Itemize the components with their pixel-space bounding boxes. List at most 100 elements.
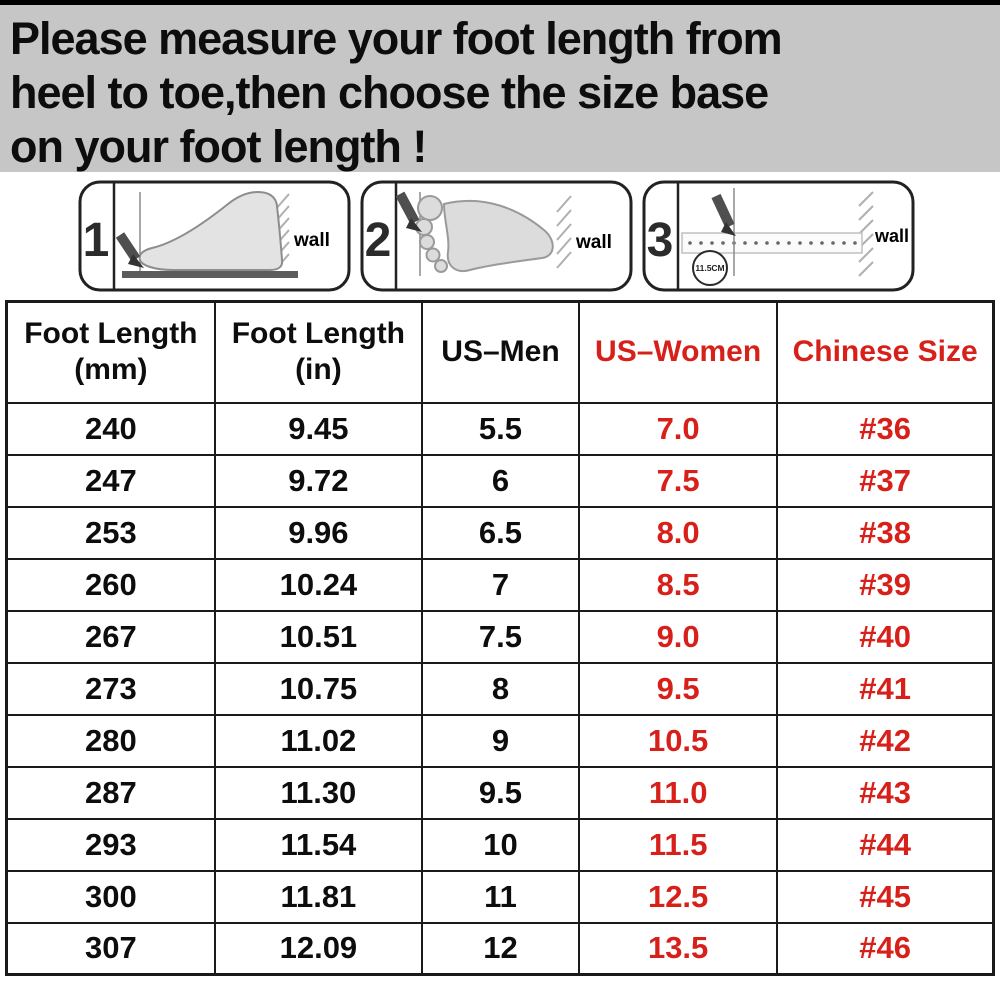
instruction-banner: Please measure your foot length from hee…: [0, 5, 1000, 172]
size-cell: #36: [776, 401, 995, 456]
size-cell: 253: [5, 505, 216, 560]
step3-ruler-illustration: 3 11.: [642, 180, 915, 292]
size-cell: 9.0: [577, 609, 779, 664]
top-border: [0, 0, 1000, 5]
step3-number: 3: [647, 214, 674, 267]
measurement-steps: 1 wall 2: [0, 172, 1000, 300]
size-cell: 6: [421, 453, 580, 508]
size-cell: 10.51: [213, 609, 424, 664]
ruler-icon: [681, 232, 863, 254]
header-row: Foot Length (mm) Foot Length (in) US–Men…: [5, 300, 995, 404]
table-row: 267 10.51 7.5 9.0 #40: [5, 609, 995, 664]
size-cell: 9.96: [213, 505, 424, 560]
size-cell: 11.54: [213, 817, 424, 872]
wall-label: wall: [575, 232, 612, 253]
size-cell: 7: [421, 557, 580, 612]
table-body: 240 9.45 5.5 7.0 #36 247 9.72 6 7.5 #37 253 9.96 6.5…: [5, 401, 995, 976]
foot-side-icon: [138, 190, 284, 271]
size-cell: 11.02: [213, 713, 424, 768]
size-cell: 11: [421, 869, 580, 924]
step2-number: 2: [365, 214, 392, 267]
ruler-dots: [688, 241, 857, 245]
length-circle-badge: [692, 250, 728, 286]
size-cell: #41: [776, 661, 995, 716]
size-cell: #42: [776, 713, 995, 768]
size-cell: #38: [776, 505, 995, 560]
size-chart-page: Please measure your foot length from hee…: [0, 0, 1000, 976]
step1-foot-side-illustration: 1 wall: [78, 180, 351, 292]
column-header-chinese-size: Chinese Size: [776, 300, 995, 404]
wall-label: wall: [293, 230, 330, 251]
table-row: 287 11.30 9.5 11.0 #43: [5, 765, 995, 820]
table-row: 293 11.54 10 11.5 #44: [5, 817, 995, 872]
size-cell: 11.0: [577, 765, 779, 820]
size-cell: 12: [421, 921, 580, 976]
size-cell: #39: [776, 557, 995, 612]
size-cell: 9.72: [213, 453, 424, 508]
pencil-icon: [711, 193, 735, 229]
table-row: 300 11.81 11 12.5 #45: [5, 869, 995, 924]
pencil-tip-icon: [128, 254, 144, 268]
table-row: 247 9.72 6 7.5 #37: [5, 453, 995, 508]
size-cell: 9.5: [421, 765, 580, 820]
size-cell: 11.81: [213, 869, 424, 924]
table-row: 240 9.45 5.5 7.0 #36: [5, 401, 995, 456]
size-cell: #37: [776, 453, 995, 508]
table-row: 253 9.96 6.5 8.0 #38: [5, 505, 995, 560]
step2-footprint-illustration: 2 wall: [360, 180, 633, 292]
column-header-foot-length-in: Foot Length (in): [213, 300, 424, 404]
size-cell: 7.5: [577, 453, 779, 508]
size-cell: 293: [5, 817, 216, 872]
size-cell: 10.75: [213, 661, 424, 716]
size-cell: 267: [5, 609, 216, 664]
size-cell: 260: [5, 557, 216, 612]
step1-number: 1: [83, 214, 110, 267]
size-cell: 287: [5, 765, 216, 820]
size-cell: 11.5: [577, 817, 779, 872]
size-cell: 10.24: [213, 557, 424, 612]
size-cell: 10: [421, 817, 580, 872]
footprint-icon: [415, 195, 554, 273]
size-cell: 13.5: [577, 921, 779, 976]
size-cell: 9.5: [577, 661, 779, 716]
size-cell: #43: [776, 765, 995, 820]
size-cell: 8.0: [577, 505, 779, 560]
pencil-icon: [395, 191, 420, 225]
size-cell: 307: [5, 921, 216, 976]
size-cell: 9: [421, 713, 580, 768]
size-cell: 8: [421, 661, 580, 716]
ground-bar: [122, 271, 298, 278]
size-cell: 8.5: [577, 557, 779, 612]
pencil-tip-icon: [721, 222, 736, 236]
size-cell: 280: [5, 713, 216, 768]
column-header-us-women: US–Women: [577, 300, 779, 404]
wall-hatch-icon: [858, 191, 874, 277]
banner-line-3: on your foot length !: [10, 121, 427, 172]
table-row: 273 10.75 8 9.5 #41: [5, 661, 995, 716]
size-cell: #45: [776, 869, 995, 924]
size-cell: 247: [5, 453, 216, 508]
size-cell: 300: [5, 869, 216, 924]
size-cell: #46: [776, 921, 995, 976]
length-circle-label: 11.5CM: [695, 263, 724, 273]
pencil-tip-icon: [406, 218, 422, 232]
size-cell: 7.5: [421, 609, 580, 664]
wall-label: wall: [874, 226, 909, 246]
size-cell: 12.5: [577, 869, 779, 924]
size-cell: 273: [5, 661, 216, 716]
table-row: 307 12.09 12 13.5 #46: [5, 921, 995, 976]
size-cell: 240: [5, 401, 216, 456]
banner-line-2: heel to toe,then choose the size base: [10, 67, 769, 118]
column-header-foot-length-mm: Foot Length (mm): [5, 300, 216, 404]
size-cell: 7.0: [577, 401, 779, 456]
column-header-us-men: US–Men: [421, 300, 580, 404]
table-row: 260 10.24 7 8.5 #39: [5, 557, 995, 612]
table-row: 280 11.02 9 10.5 #42: [5, 713, 995, 768]
table-header: Foot Length (mm) Foot Length (in) US–Men…: [5, 300, 995, 404]
size-chart-table: Foot Length (mm) Foot Length (in) US–Men…: [5, 300, 995, 976]
size-cell: #40: [776, 609, 995, 664]
size-cell: 10.5: [577, 713, 779, 768]
size-cell: 6.5: [421, 505, 580, 560]
size-cell: 9.45: [213, 401, 424, 456]
size-cell: #44: [776, 817, 995, 872]
